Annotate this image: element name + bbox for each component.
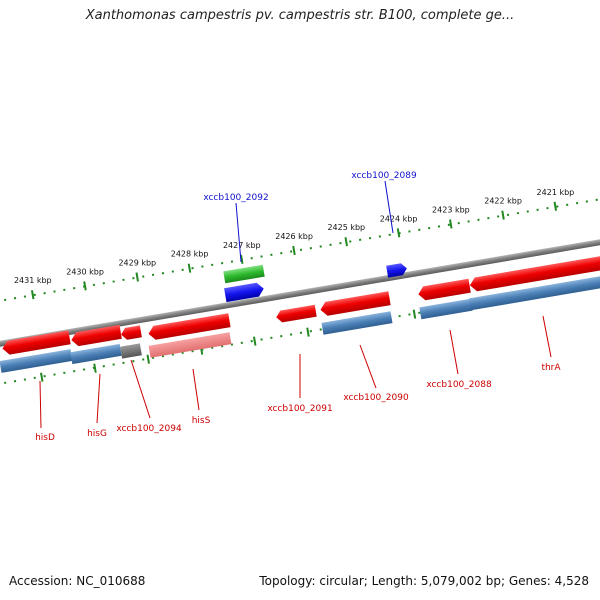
feature-xccb100-2089[interactable] (386, 262, 408, 278)
gene-bar-thr-a[interactable] (468, 275, 600, 311)
forward-strand-features (223, 262, 408, 303)
feature-xccb100-2090-cds[interactable] (319, 291, 391, 316)
accession-text: Accession: NC_010688 (9, 574, 146, 588)
feature-xccb100-2094-cds[interactable] (120, 325, 142, 340)
gene-bar-xccb100-2094[interactable] (120, 343, 142, 359)
ruler-tick (553, 201, 558, 211)
kbp-label: 2423 kbp (432, 206, 470, 215)
feature-his-g-cds[interactable] (70, 324, 122, 347)
kbp-label: 2424 kbp (380, 214, 418, 223)
map-title: Xanthomonas campestris pv. campestris st… (85, 8, 515, 23)
genome-backbone (0, 236, 600, 350)
kbp-label: 2421 kbp (537, 188, 575, 197)
ruler-tick (501, 210, 505, 220)
feature-rrna-green[interactable] (223, 264, 265, 284)
ruler-tick (292, 245, 296, 256)
gene-labels: xccb100_2092 xccb100_2089 thrA xccb100_2… (35, 171, 561, 443)
ruler-tick (135, 272, 139, 282)
gene-label-xccb100-2092[interactable]: xccb100_2092 (203, 193, 268, 203)
gene-label-xccb100-2090[interactable]: xccb100_2090 (343, 393, 409, 403)
gene-bar-his-g[interactable] (70, 343, 122, 365)
gene-label-his-g[interactable]: hisG (87, 429, 107, 439)
gene-label-his-s[interactable]: hisS (192, 416, 211, 426)
gene-label-xccb100-2088[interactable]: xccb100_2088 (426, 380, 492, 390)
feature-his-s-cds[interactable] (147, 313, 231, 340)
gene-label-xccb100-2094[interactable]: xccb100_2094 (116, 424, 182, 434)
reverse-strand-genes (0, 275, 600, 373)
ruler-tick (187, 263, 192, 273)
ruler-tick (396, 228, 401, 238)
ruler-tick (30, 290, 35, 300)
feature-thr-a-cds[interactable] (469, 255, 600, 292)
ruler-tick (240, 254, 244, 264)
gene-label-his-d[interactable]: hisD (35, 433, 55, 443)
kbp-labels: 2421 kbp 2422 kbp 2423 kbp 2424 kbp 2425 kbp… (14, 188, 574, 285)
gene-bar-his-s[interactable] (148, 332, 232, 358)
feature-xccb100-2091-cds[interactable] (275, 304, 317, 324)
kbp-label: 2426 kbp (275, 232, 313, 241)
kbp-label: 2430 kbp (66, 267, 104, 276)
kbp-label: 2431 kbp (14, 276, 52, 285)
outer-ruler (0, 197, 600, 303)
inner-ruler-dots (0, 278, 600, 388)
feature-his-d-cds[interactable] (1, 330, 71, 355)
feature-xccb100-2088-cds[interactable] (417, 278, 471, 301)
kbp-label: 2429 kbp (118, 259, 156, 268)
kbp-label: 2425 kbp (327, 223, 365, 232)
gene-label-xccb100-2089[interactable]: xccb100_2089 (351, 171, 417, 181)
kbp-label: 2428 kbp (171, 250, 209, 259)
gene-label-thr-a[interactable]: thrA (541, 363, 561, 373)
callout-lines (39, 180, 552, 429)
feature-xccb100-2092[interactable] (224, 282, 265, 303)
gene-bar-xccb100-2090[interactable] (321, 311, 393, 335)
ruler-tick (83, 281, 87, 291)
ruler-tick (449, 219, 453, 229)
gene-label-xccb100-2091[interactable]: xccb100_2091 (267, 404, 332, 414)
gene-bar-xccb100-2088[interactable] (419, 298, 473, 320)
reverse-strand-cds (1, 255, 600, 355)
gene-bar-his-d[interactable] (0, 349, 73, 373)
outer-ruler-dots (0, 197, 600, 303)
ruler-tick (344, 237, 348, 247)
topology-text: Topology: circular; Length: 5,079,002 bp… (259, 574, 589, 588)
kbp-label: 2427 kbp (223, 241, 261, 250)
kbp-label: 2422 kbp (484, 197, 522, 206)
